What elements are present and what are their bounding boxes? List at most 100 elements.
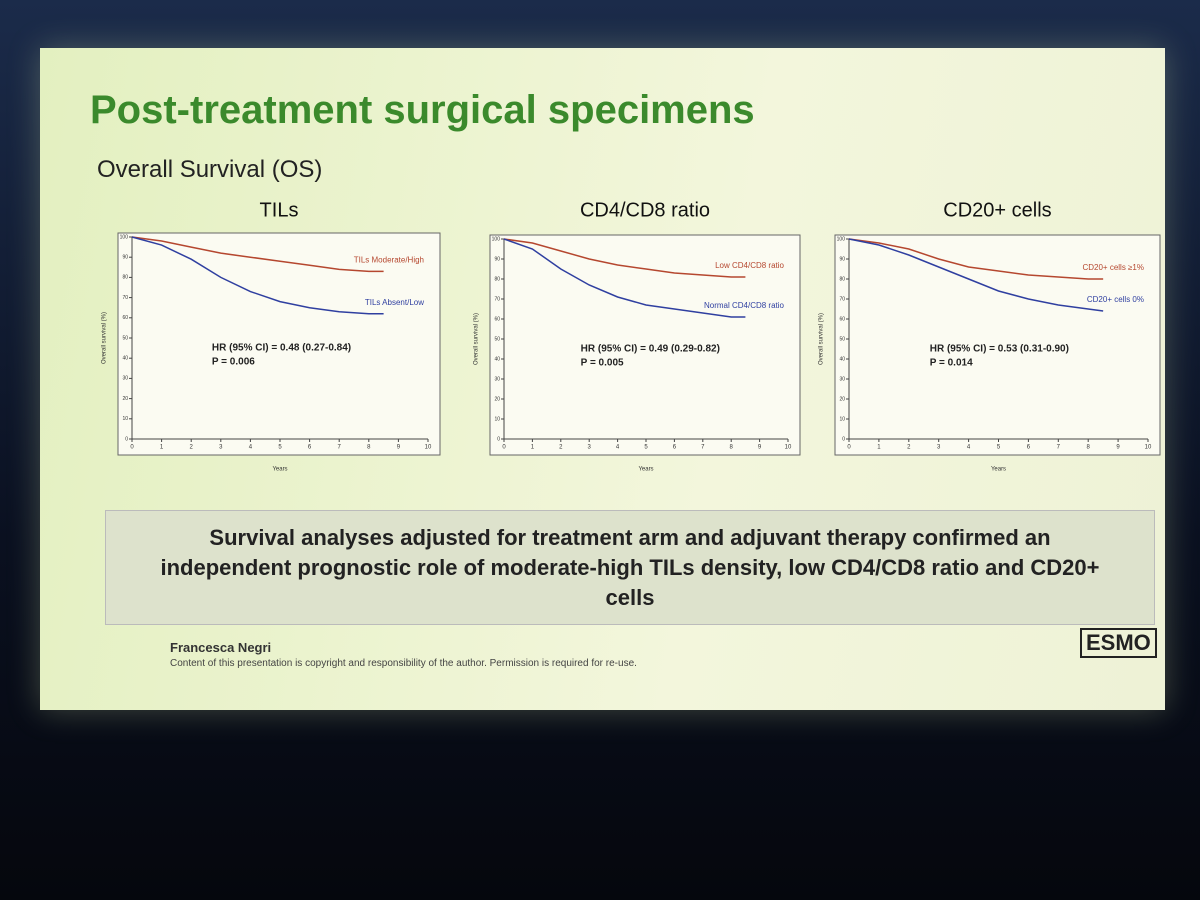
y-tick-label: 90 <box>839 256 845 262</box>
y-tick-label: 0 <box>497 436 500 442</box>
slide-subtitle: Overall Survival (OS) <box>97 156 323 183</box>
series-label: CD20+ cells 0% <box>1087 295 1144 304</box>
annotation: HR (95% CI) = 0.53 (0.31-0.90) <box>930 344 1069 355</box>
series-label: Low CD4/CD8 ratio <box>715 261 784 270</box>
annotation: P = 0.014 <box>930 358 973 369</box>
conclusion-box: Survival analyses adjusted for treatment… <box>105 510 1155 625</box>
y-tick-label: 100 <box>837 236 846 242</box>
plot-frame <box>834 234 1161 456</box>
series-label: TILs Absent/Low <box>365 298 424 307</box>
x-tick-label: 3 <box>219 445 223 451</box>
x-tick-label: 6 <box>308 445 312 451</box>
y-tick-label: 80 <box>839 276 845 282</box>
y-tick-label: 0 <box>125 436 128 442</box>
chart-title: CD4/CD8 ratio <box>580 199 710 221</box>
y-tick-label: 70 <box>494 296 500 302</box>
x-tick-label: 10 <box>425 445 432 451</box>
x-tick-label: 4 <box>249 445 253 451</box>
author: Francesca Negri <box>170 640 272 655</box>
x-tick-label: 5 <box>644 445 648 451</box>
x-tick-label: 3 <box>588 445 592 451</box>
y-tick-label: 40 <box>839 356 845 362</box>
y-tick-label: 20 <box>494 396 500 402</box>
x-tick-label: 9 <box>758 445 762 451</box>
annotation: HR (95% CI) = 0.48 (0.27-0.84) <box>212 343 351 354</box>
y-tick-label: 20 <box>839 396 845 402</box>
x-tick-label: 9 <box>1116 445 1120 451</box>
x-tick-label: 2 <box>907 445 911 451</box>
y-tick-label: 10 <box>839 416 845 422</box>
y-tick-label: 50 <box>494 336 500 342</box>
y-tick-label: 20 <box>122 396 128 402</box>
y-tick-label: 10 <box>494 416 500 422</box>
survival-curve <box>848 238 1104 312</box>
x-tick-label: 1 <box>877 445 881 451</box>
x-tick-label: 8 <box>730 445 734 451</box>
y-tick-label: 70 <box>122 295 128 301</box>
x-tick-label: 4 <box>967 445 971 451</box>
y-axis-label: Overall survival (%) <box>819 313 825 365</box>
y-tick-label: 70 <box>839 296 845 302</box>
x-tick-label: 9 <box>397 445 401 451</box>
y-tick-label: 80 <box>494 276 500 282</box>
y-tick-label: 10 <box>122 416 128 422</box>
y-axis-label: Overall survival (%) <box>102 312 108 364</box>
y-tick-label: 80 <box>122 275 128 281</box>
chart-title: TILs <box>260 199 299 221</box>
x-tick-label: 6 <box>1027 445 1031 451</box>
x-tick-label: 6 <box>673 445 677 451</box>
chart-title: CD20+ cells <box>943 199 1051 221</box>
x-tick-label: 7 <box>338 445 342 451</box>
y-tick-label: 40 <box>122 356 128 362</box>
y-tick-label: 90 <box>122 255 128 261</box>
x-tick-label: 2 <box>559 445 563 451</box>
x-tick-label: 2 <box>190 445 194 451</box>
survival-curve <box>503 238 746 318</box>
y-tick-label: 50 <box>839 336 845 342</box>
plot-frame <box>489 234 801 456</box>
series-label: CD20+ cells ≥1% <box>1082 263 1144 272</box>
x-tick-label: 8 <box>1087 445 1091 451</box>
x-tick-label: 5 <box>278 445 282 451</box>
annotation: P = 0.005 <box>581 358 624 369</box>
x-tick-label: 3 <box>937 445 941 451</box>
y-tick-label: 30 <box>839 376 845 382</box>
x-tick-label: 8 <box>367 445 371 451</box>
logo: ESMO <box>1080 628 1157 658</box>
survival-curve <box>503 238 746 278</box>
x-axis-label: Years <box>991 467 1006 473</box>
y-tick-label: 90 <box>494 256 500 262</box>
annotation: HR (95% CI) = 0.49 (0.29-0.82) <box>581 344 720 355</box>
conclusion-text: Survival analyses adjusted for treatment… <box>160 524 1100 610</box>
y-axis-label: Overall survival (%) <box>474 313 480 365</box>
x-tick-label: 1 <box>531 445 535 451</box>
x-tick-label: 5 <box>997 445 1001 451</box>
survival-curve <box>848 238 1104 280</box>
slide-title: Post-treatment surgical specimens <box>90 88 755 132</box>
x-tick-label: 0 <box>130 445 134 451</box>
disclaimer: Content of this presentation is copyrigh… <box>170 658 637 669</box>
x-tick-label: 1 <box>160 445 164 451</box>
x-tick-label: 0 <box>847 445 851 451</box>
x-axis-label: Years <box>638 467 653 473</box>
y-tick-label: 30 <box>122 376 128 382</box>
y-tick-label: 60 <box>839 316 845 322</box>
series-label: Normal CD4/CD8 ratio <box>704 301 785 310</box>
y-tick-label: 40 <box>494 356 500 362</box>
y-tick-label: 50 <box>122 335 128 341</box>
x-axis-label: Years <box>272 467 287 473</box>
y-tick-label: 100 <box>492 236 501 242</box>
survival-curve <box>131 236 384 273</box>
plot-frame <box>117 232 441 456</box>
series-label: TILs Moderate/High <box>354 255 424 264</box>
y-tick-label: 100 <box>120 234 129 240</box>
survival-curve <box>131 236 384 315</box>
annotation: P = 0.006 <box>212 357 255 368</box>
x-tick-label: 7 <box>701 445 705 451</box>
y-tick-label: 30 <box>494 376 500 382</box>
x-tick-label: 4 <box>616 445 620 451</box>
x-tick-label: 7 <box>1057 445 1061 451</box>
x-tick-label: 10 <box>1145 445 1152 451</box>
y-tick-label: 60 <box>122 315 128 321</box>
